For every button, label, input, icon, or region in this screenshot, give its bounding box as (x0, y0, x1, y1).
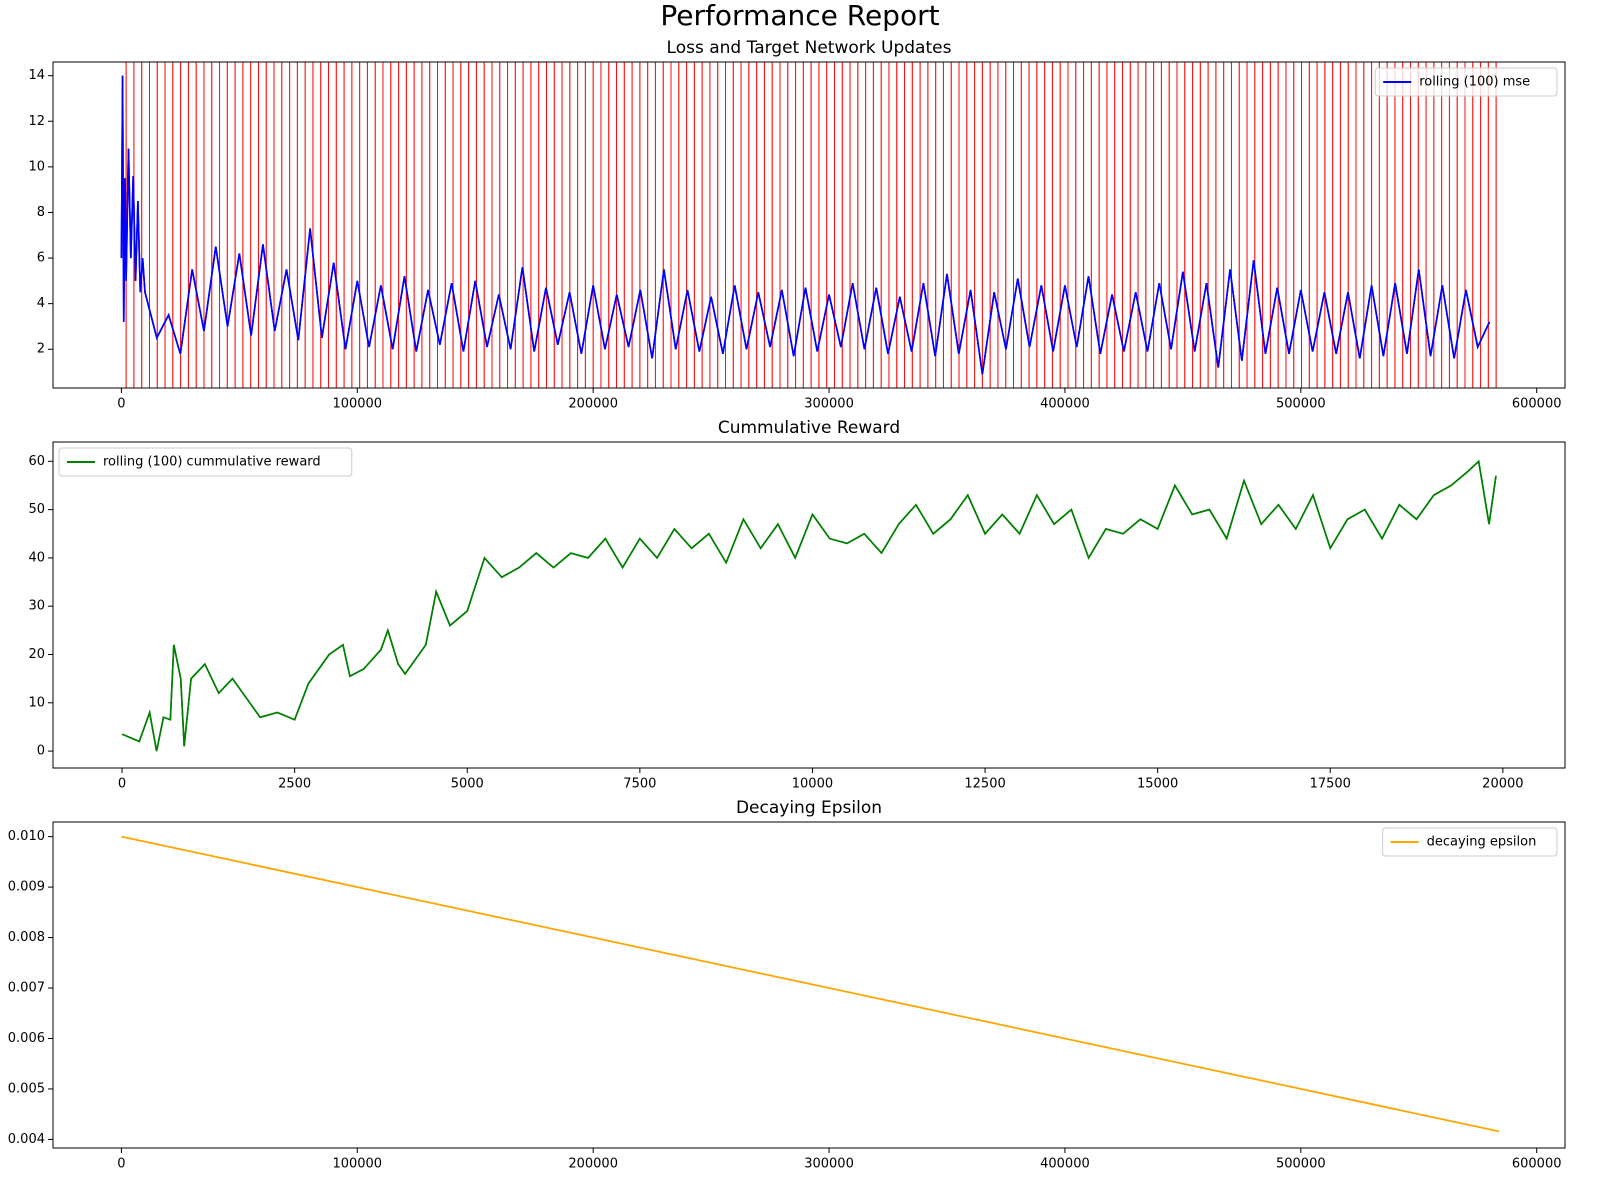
plot-area (121, 459, 1497, 752)
x-tick-label: 100000 (332, 1157, 382, 1172)
x-tick-label: 0 (117, 397, 125, 412)
x-tick-label: 10000 (792, 777, 833, 792)
data-line (120, 75, 1491, 375)
legend-box (1382, 827, 1558, 857)
x-tick-label: 0 (118, 777, 126, 792)
x-tick-label: 100000 (332, 397, 382, 412)
y-tick-label: 0.008 (8, 930, 45, 945)
x-tick-label: 15000 (1137, 777, 1178, 792)
subplot-title: Cummulative Reward (718, 418, 900, 438)
legend-label: rolling (100) mse (1419, 75, 1530, 90)
data-line (121, 459, 1497, 752)
y-tick-label: 50 (28, 502, 45, 517)
x-tick-label: 400000 (1040, 397, 1090, 412)
plot-area (120, 62, 1497, 388)
y-tick-label: 10 (28, 695, 45, 710)
x-tick-label: 5000 (451, 777, 484, 792)
x-tick-label: 200000 (568, 397, 618, 412)
legend: decaying epsilon (1382, 827, 1558, 857)
x-tick-label: 600000 (1512, 397, 1562, 412)
x-tick-label: 500000 (1276, 1157, 1326, 1172)
x-tick-label: 500000 (1276, 397, 1326, 412)
y-tick-label: 4 (37, 296, 45, 311)
figure-title: Performance Report (660, 0, 939, 32)
y-tick-label: 0.006 (8, 1031, 45, 1046)
x-tick-label: 0 (117, 1157, 125, 1172)
x-tick-label: 300000 (804, 397, 854, 412)
x-tick-label: 600000 (1512, 1157, 1562, 1172)
data-line (121, 459, 1497, 752)
y-tick-label: 60 (28, 454, 45, 469)
x-tick-label: 12500 (964, 777, 1005, 792)
x-tick-label: 2500 (278, 777, 311, 792)
y-tick-label: 6 (37, 251, 45, 266)
legend: rolling (100) cummulative reward (58, 447, 353, 477)
x-tick-label: 200000 (568, 1157, 618, 1172)
y-tick-label: 14 (28, 68, 45, 83)
y-tick-label: 12 (28, 114, 45, 129)
y-tick-label: 40 (28, 550, 45, 565)
legend-label: rolling (100) cummulative reward (103, 455, 321, 470)
y-tick-label: 0 (37, 744, 45, 759)
x-tick-label: 17500 (1310, 777, 1351, 792)
x-tick-label: 20000 (1482, 777, 1523, 792)
y-tick-label: 0.004 (8, 1132, 45, 1147)
y-tick-label: 2 (37, 342, 45, 357)
axes-frame (52, 821, 1566, 1149)
x-tick-label: 300000 (804, 1157, 854, 1172)
y-tick-label: 0.005 (8, 1081, 45, 1096)
x-tick-label: 400000 (1040, 1157, 1090, 1172)
y-tick-label: 0.010 (8, 829, 45, 844)
y-tick-label: 20 (28, 647, 45, 662)
y-tick-label: 30 (28, 599, 45, 614)
legend-box (58, 447, 353, 477)
x-tick-label: 7500 (623, 777, 656, 792)
legend-box (1374, 67, 1558, 97)
subplot-title: Loss and Target Network Updates (667, 38, 952, 58)
y-tick-label: 10 (28, 159, 45, 174)
y-tick-label: 0.007 (8, 981, 45, 996)
legend-label: decaying epsilon (1427, 835, 1537, 850)
y-tick-label: 0.009 (8, 880, 45, 895)
axes-frame (52, 441, 1566, 769)
data-line (121, 835, 1500, 1133)
legend: rolling (100) mse (1374, 67, 1558, 97)
axes-frame (52, 61, 1566, 389)
subplot-title: Decaying Epsilon (736, 798, 882, 818)
y-tick-label: 8 (37, 205, 45, 220)
